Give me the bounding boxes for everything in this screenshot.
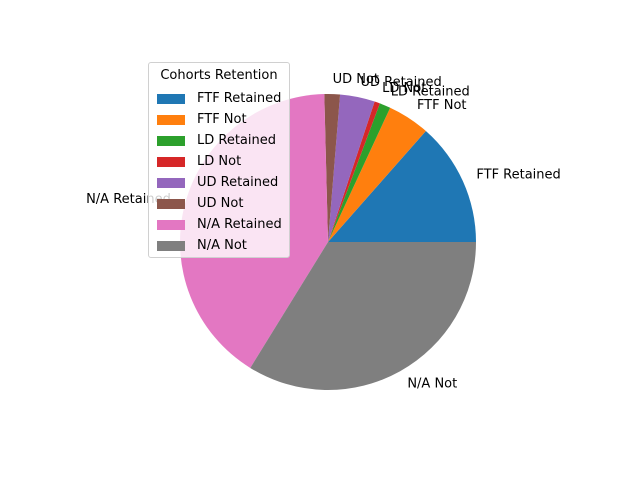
slice-label: LD Not [382, 81, 426, 96]
pie-slice [328, 130, 476, 242]
legend-swatch [157, 240, 185, 251]
legend-swatch [157, 93, 185, 104]
legend-label: LD Not [197, 154, 242, 169]
legend-entry: N/A Retained [157, 214, 282, 235]
legend-swatch [157, 219, 185, 230]
pie-slices [180, 94, 476, 390]
legend-label: LD Retained [197, 133, 276, 148]
legend-entries: FTF Retained FTF Not LD Retained LD Not UD R… [157, 88, 282, 256]
legend-label: FTF Retained [197, 91, 282, 106]
legend-entry: UD Not [157, 193, 281, 214]
pie-slice [324, 94, 341, 242]
pie-slice [250, 242, 476, 390]
slice-label: FTF Not [417, 98, 467, 113]
legend-label: N/A Not [197, 238, 247, 253]
pie-slice [328, 107, 426, 242]
slice-label: UD Not [333, 72, 379, 87]
pie-slice [328, 101, 380, 242]
legend-entry: FTF Not [157, 109, 281, 130]
legend-entry: LD Not [157, 151, 281, 172]
legend-title: Cohorts Retention [160, 68, 278, 83]
legend-label: UD Not [197, 196, 244, 211]
legend-swatch [157, 177, 185, 188]
legend: Cohorts Retention FTF Retained FTF Not LD … [148, 62, 290, 258]
legend-entry: FTF Retained [157, 88, 281, 109]
slice-label: UD Retained [361, 75, 442, 90]
legend-label: UD Retained [197, 175, 279, 190]
legend-swatch [157, 156, 185, 167]
pie-slice [328, 94, 375, 243]
legend-entry: LD Retained [157, 130, 281, 151]
legend-swatch [157, 135, 185, 146]
pie-slice [328, 103, 391, 242]
legend-entry: N/A Not [157, 235, 281, 256]
slice-label: N/A Not [407, 377, 457, 392]
slice-label: FTF Retained [476, 168, 560, 183]
slice-label: LD Retained [391, 84, 470, 99]
legend-swatch [157, 114, 185, 125]
legend-label: FTF Not [197, 112, 247, 127]
legend-swatch [157, 198, 185, 209]
legend-label: N/A Retained [197, 217, 282, 232]
legend-entry: UD Retained [157, 172, 281, 193]
